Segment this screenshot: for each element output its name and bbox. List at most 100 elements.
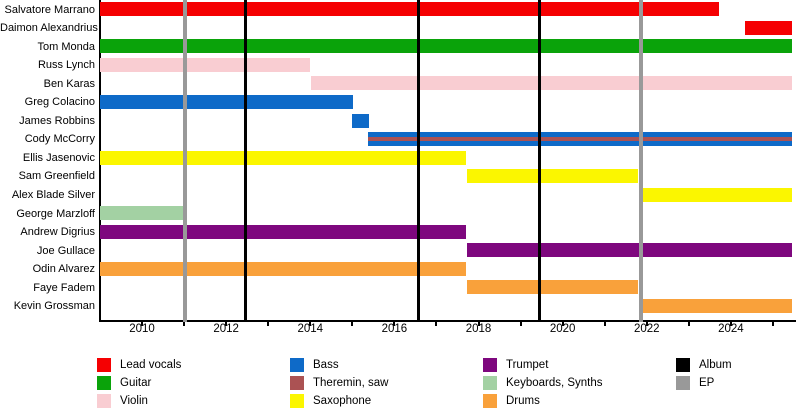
member-label: Daimon Alexandrius [0, 22, 98, 35]
bar-stripe-bass [367, 132, 792, 137]
timeline-bar [744, 20, 792, 35]
timeline-bar [100, 2, 720, 17]
legend-swatch-ep [676, 376, 690, 390]
member-label: Odin Alvarez [32, 263, 95, 276]
legend-item: Album [676, 358, 732, 372]
member-label: Ben Karas [43, 77, 95, 90]
member-label: James Robbins [19, 114, 95, 127]
timeline-bar [311, 76, 792, 91]
timeline-bar [100, 261, 466, 276]
legend-swatch-trumpet [483, 358, 497, 372]
bar-stripe-theremin_saw [367, 136, 792, 142]
timeline-bar [467, 169, 639, 184]
legend-label: Theremin, saw [313, 377, 389, 389]
member-label: Ellis Jasenovic [22, 151, 95, 164]
x-axis-tick [519, 322, 522, 326]
x-axis-line [99, 320, 796, 322]
timeline-bar [100, 206, 185, 221]
x-axis-tick [603, 322, 606, 326]
legend-label: EP [699, 377, 715, 389]
member-label: Greg Colacino [24, 96, 95, 109]
x-axis-label: 2024 [718, 323, 744, 335]
member-label: Joe Gullace [36, 244, 95, 257]
member-label: Russ Lynch [37, 59, 95, 72]
bar-stripe-bass [367, 141, 792, 147]
legend-swatch-violin [97, 394, 111, 408]
legend-label: Saxophone [313, 395, 372, 407]
x-axis-tick [225, 322, 228, 326]
timeline-bar [467, 280, 639, 295]
legend-swatch-lead_vocals [97, 358, 111, 372]
member-label: Kevin Grossman [13, 300, 95, 313]
ep-release-line [638, 0, 643, 322]
x-axis-tick [771, 322, 774, 326]
x-axis-tick [729, 322, 732, 326]
timeline-bar [352, 113, 370, 128]
legend-label: Drums [506, 395, 540, 407]
legend-item: Saxophone [290, 394, 371, 408]
member-label: Salvatore Marrano [4, 3, 96, 16]
member-label: Sam Greenfield [18, 170, 95, 183]
member-label: Cody McCorry [24, 133, 95, 146]
x-axis-label: 2020 [549, 323, 576, 335]
x-axis-tick [687, 322, 690, 326]
timeline-plot-area [100, 0, 794, 322]
timeline-bar [467, 243, 792, 258]
legend-swatch-theremin_saw [290, 376, 304, 390]
legend-swatch-drums [483, 394, 497, 408]
legend-item: Lead vocals [97, 358, 181, 372]
legend-item: Drums [483, 394, 540, 408]
x-axis-label: 2018 [465, 323, 492, 335]
x-axis-label: 2016 [381, 323, 408, 335]
album-release-line [416, 0, 420, 322]
legend-item: Keyboards, Synths [483, 376, 603, 390]
legend-label: Guitar [120, 377, 152, 389]
legend-label: Keyboards, Synths [506, 377, 603, 389]
x-axis-tick [183, 322, 186, 326]
member-label: George Marzloff [16, 207, 95, 220]
legend-label: Trumpet [506, 359, 549, 371]
x-axis-tick [393, 322, 396, 326]
member-label: Faye Fadem [33, 281, 95, 294]
x-axis-label: 2014 [297, 323, 324, 335]
x-axis-tick [309, 322, 312, 326]
x-axis-tick [645, 322, 648, 326]
legend-swatch-saxophone [290, 394, 304, 408]
x-axis-tick [351, 322, 354, 326]
x-axis-label: 2012 [213, 323, 239, 335]
legend-item: EP [676, 376, 714, 390]
member-label: Tom Monda [37, 40, 95, 53]
x-axis-tick [477, 322, 480, 326]
member-label: Andrew Digrius [20, 226, 95, 239]
timeline-bar [100, 150, 466, 165]
timeline-bar [100, 224, 466, 239]
legend-swatch-album [676, 358, 690, 372]
legend-label: Lead vocals [120, 359, 182, 371]
x-axis-label: 2022 [633, 323, 660, 335]
legend-label: Violin [120, 395, 148, 407]
album-release-line [538, 0, 542, 322]
timeline-bar [100, 94, 354, 109]
x-axis-tick [141, 322, 144, 326]
x-axis-tick [435, 322, 438, 326]
legend-swatch-keyboards_synths [483, 376, 497, 390]
legend-swatch-bass [290, 358, 304, 372]
timeline-bar [639, 187, 792, 202]
legend-item: Theremin, saw [290, 376, 388, 390]
legend-swatch-guitar [97, 376, 111, 390]
timeline-bar [100, 39, 792, 54]
legend-item: Trumpet [483, 358, 548, 372]
legend-label: Bass [313, 359, 339, 371]
legend-item: Violin [97, 394, 148, 408]
timeline-bar [100, 57, 311, 72]
x-axis-label: 2010 [129, 323, 155, 335]
timeline-bar [367, 132, 792, 147]
album-release-line [243, 0, 247, 322]
member-label: Alex Blade Silver [11, 189, 95, 201]
x-axis-tick [267, 322, 270, 326]
ep-release-line [182, 0, 187, 322]
legend-item: Guitar [97, 376, 151, 390]
x-axis-tick [561, 322, 564, 326]
legend-item: Bass [290, 358, 339, 372]
